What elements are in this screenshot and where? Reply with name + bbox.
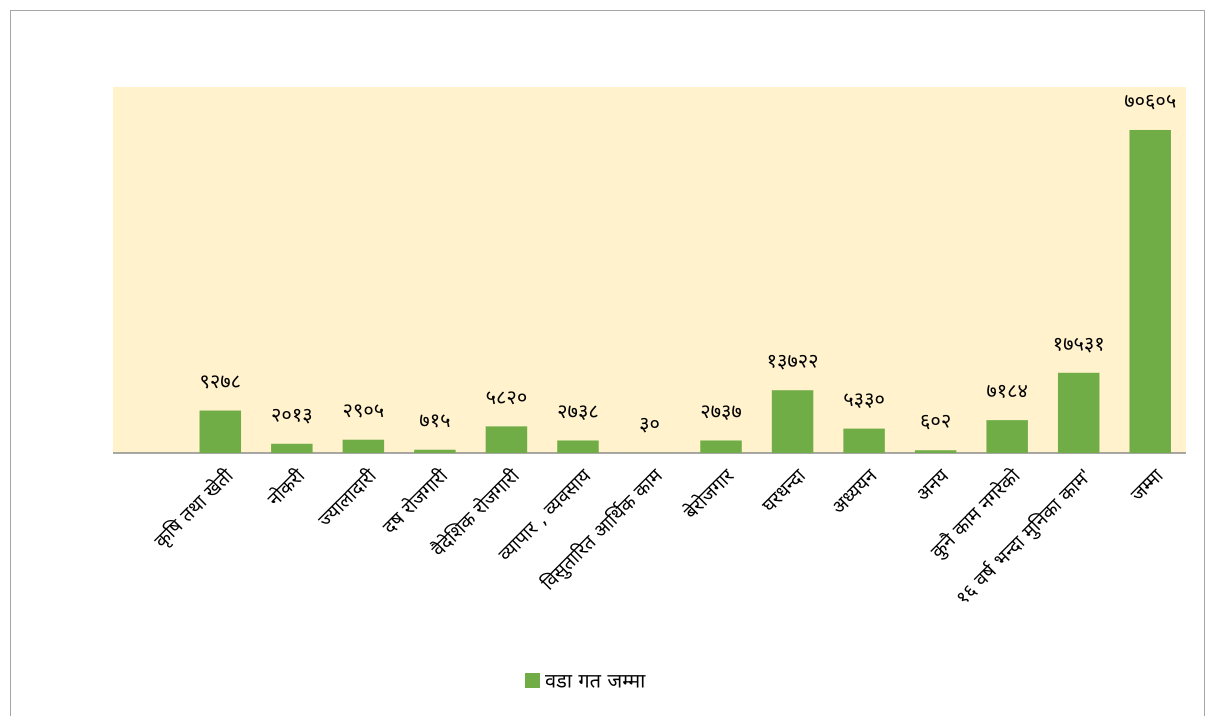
bar	[1129, 129, 1171, 454]
data-label: ७०६०५	[1124, 88, 1176, 112]
bar	[557, 440, 599, 453]
bar	[700, 440, 742, 453]
data-label: २७३७	[700, 399, 742, 423]
data-label: २७३८	[557, 399, 599, 423]
bar	[986, 420, 1028, 453]
bar	[485, 426, 528, 453]
data-label: ५३३०	[843, 387, 885, 411]
bar	[271, 443, 313, 453]
bar	[914, 450, 957, 453]
data-label: १३७२२	[767, 349, 819, 373]
legend-label: वडा गत जम्मा	[545, 669, 646, 693]
data-label: ७१५	[419, 408, 450, 432]
plot-area	[113, 87, 1186, 453]
data-label: २०१३	[271, 402, 313, 426]
bar	[199, 410, 242, 453]
legend-swatch	[525, 673, 540, 688]
bar	[771, 390, 814, 453]
data-label: ६०२	[920, 409, 951, 433]
bar	[414, 449, 456, 453]
bar	[843, 428, 885, 453]
data-label: ९२७८	[199, 369, 241, 393]
data-label: ७१८४	[986, 379, 1028, 403]
data-label: १७५३१	[1053, 331, 1105, 355]
bar	[342, 439, 385, 453]
data-label: २९०५	[343, 398, 385, 422]
data-label: ३०	[639, 411, 660, 435]
data-label: ५८२०	[486, 385, 528, 409]
bar	[1057, 372, 1100, 453]
